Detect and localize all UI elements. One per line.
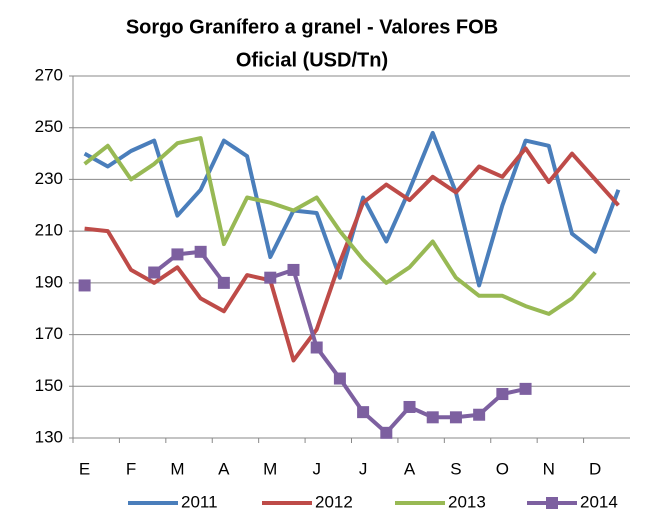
x-tick-label: J	[359, 459, 368, 478]
x-tick-label: E	[79, 459, 90, 478]
y-tick-label: 150	[35, 376, 63, 395]
x-tick-label: S	[450, 459, 461, 478]
y-tick-label: 270	[35, 65, 63, 84]
series-line	[84, 146, 620, 363]
marker	[519, 382, 532, 395]
marker	[264, 271, 277, 284]
x-tick-label: N	[543, 459, 555, 478]
x-tick-label: J	[312, 459, 321, 478]
marker	[171, 248, 184, 261]
marker	[426, 411, 439, 424]
y-tick-label: 210	[35, 221, 63, 240]
marker	[78, 279, 91, 292]
y-tick-label: 130	[35, 427, 63, 446]
marker	[287, 263, 300, 276]
chart-title: Sorgo Granífero a granel - Valores FOB	[126, 16, 498, 38]
legend-marker	[546, 497, 558, 509]
legend-label: 2011	[181, 492, 218, 511]
x-tick-label: O	[496, 459, 509, 478]
marker	[380, 426, 393, 439]
legend-label: 2012	[315, 492, 353, 511]
marker	[403, 400, 416, 413]
x-tick-label: D	[589, 459, 601, 478]
legend-label: 2014	[580, 492, 618, 511]
y-tick-label: 170	[35, 324, 63, 343]
y-tick-label: 230	[35, 169, 63, 188]
series-line	[83, 136, 597, 316]
x-tick-label: M	[170, 459, 184, 478]
marker	[194, 245, 207, 258]
x-tick-label: M	[263, 459, 277, 478]
marker	[496, 388, 509, 401]
x-tick-label: A	[404, 459, 416, 478]
y-tick-label: 190	[35, 272, 63, 291]
marker	[357, 406, 370, 419]
y-tick-label: 250	[35, 117, 63, 136]
x-tick-label: F	[126, 459, 136, 478]
marker	[217, 276, 230, 289]
legend-label: 2013	[448, 492, 486, 511]
x-tick-label: A	[218, 459, 230, 478]
chart-title: Oficial (USD/Tn)	[236, 49, 388, 71]
marker	[333, 372, 346, 385]
marker	[148, 266, 161, 279]
marker	[473, 408, 486, 421]
marker	[310, 341, 323, 354]
marker	[449, 411, 462, 424]
